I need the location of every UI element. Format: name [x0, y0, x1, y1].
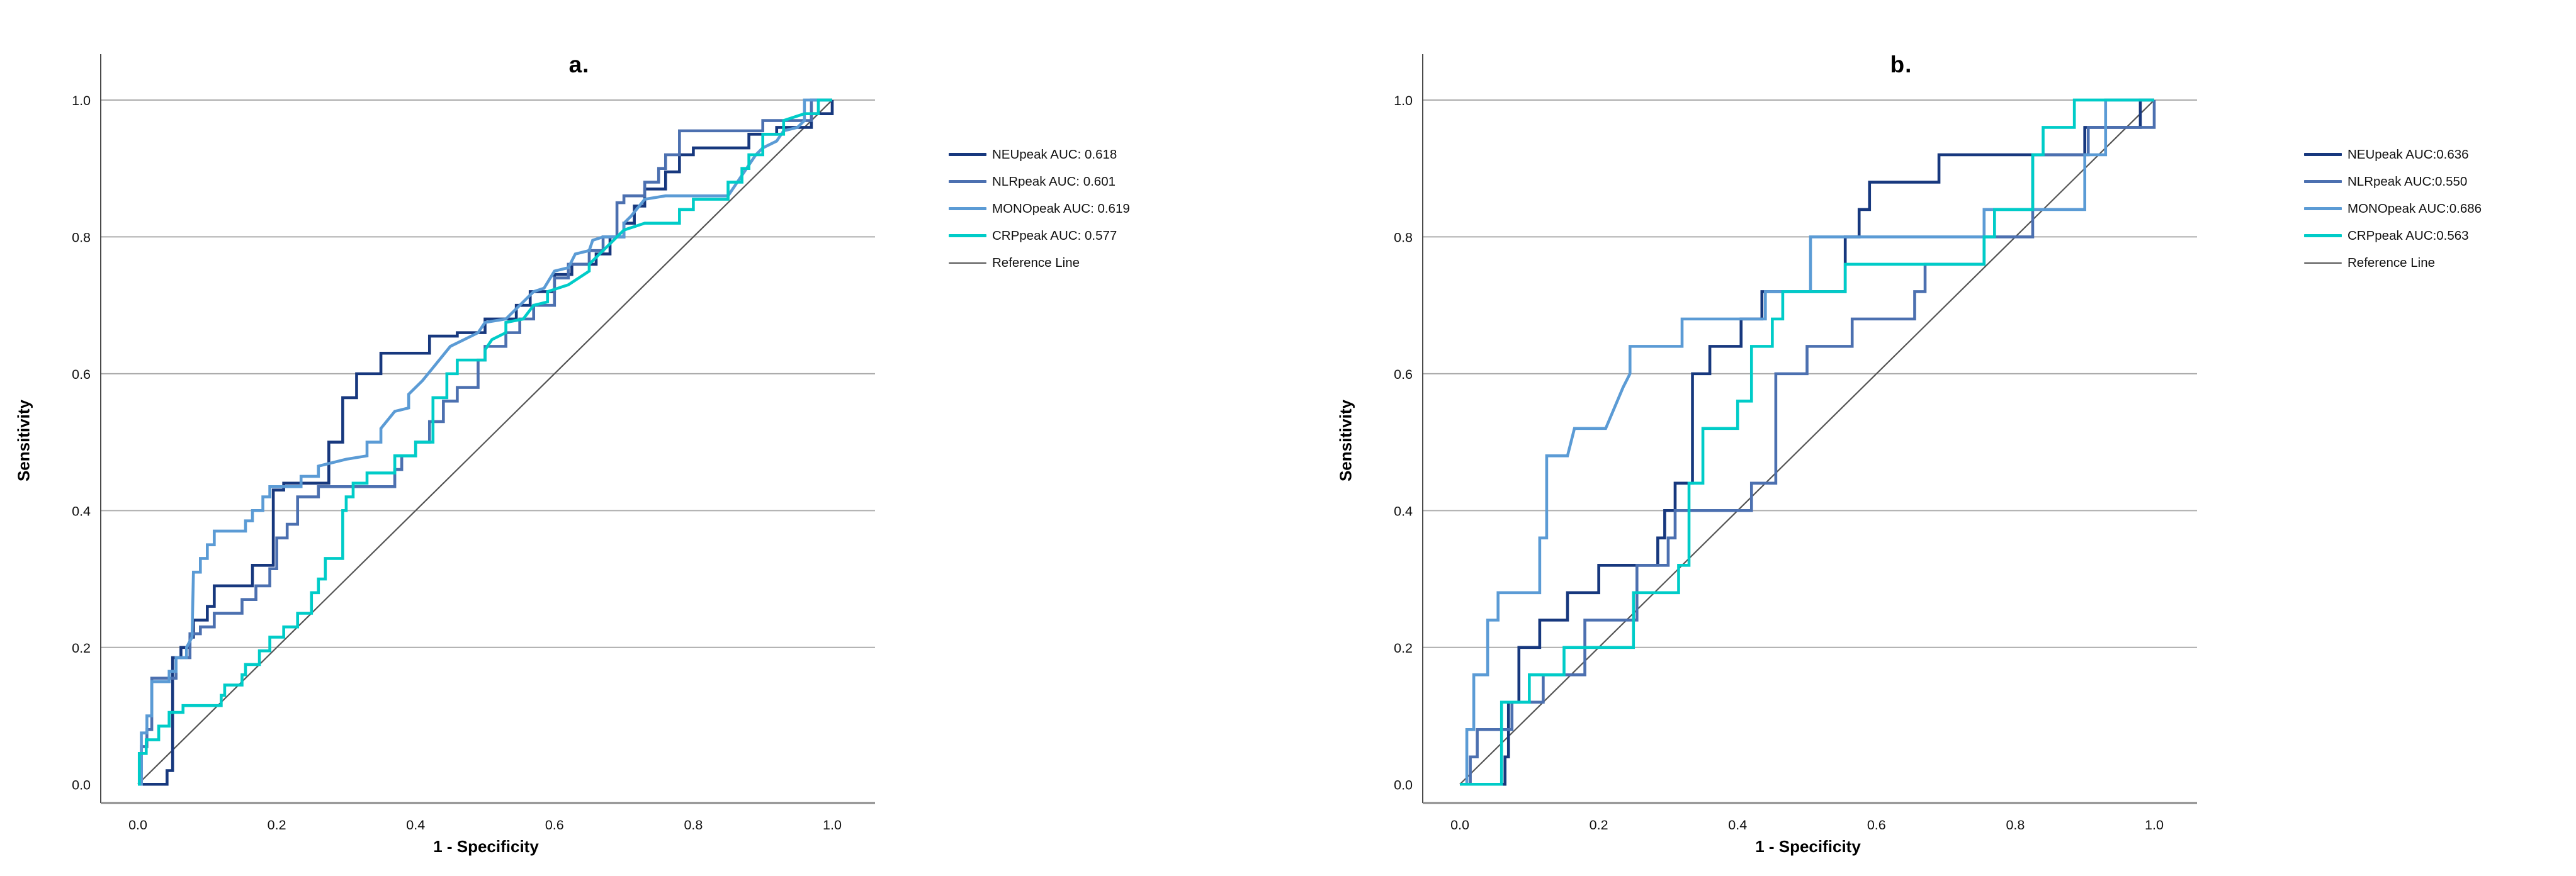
legend-item-reference-line-swatch	[949, 262, 986, 264]
y-tick-label-0.6: 0.6	[72, 367, 91, 382]
legend-item-neupeak: NEUpeak AUC: 0.618	[949, 141, 1238, 168]
x-tick-label-1.0: 1.0	[823, 817, 842, 833]
legend-item-nlrpeak-swatch	[949, 180, 986, 183]
roc-panel-a: 0.0 0.2 0.4 0.6 0.8 1.0 0.0 0.2 0.4 0.6 0.8 1.0 a. …	[0, 0, 913, 876]
x-tick-label-0.0: 0.0	[1450, 817, 1469, 833]
x-tick-label-0.2: 0.2	[1590, 817, 1608, 833]
x-tick-label-0.6: 0.6	[545, 817, 564, 833]
legend-a: NEUpeak AUC: 0.618 NLRpeak AUC: 0.601 MONO…	[949, 141, 1238, 276]
legend-item-crppeak-label: CRPpeak AUC: 0.577	[992, 228, 1117, 243]
y-tick-label-0.4: 0.4	[1394, 503, 1413, 519]
legend-item-nlrpeak-label: NLRpeak AUC:0.550	[2347, 174, 2468, 189]
x-tick-label-1.0: 1.0	[2145, 817, 2164, 833]
roc-curve-nlrpeak	[138, 98, 832, 786]
y-tick-label-0.6: 0.6	[1394, 367, 1413, 382]
y-tick-label-0.8: 0.8	[1394, 230, 1413, 245]
x-tick-label-0.8: 0.8	[684, 817, 703, 833]
roc-curve-monopeak	[1460, 98, 2154, 786]
legend-item-reference-line: Reference Line	[949, 249, 1238, 276]
y-axis-title-b: Sensitivity	[1336, 399, 1355, 482]
y-tick-label-0.8: 0.8	[72, 230, 91, 245]
legend-item-nlrpeak: NLRpeak AUC: 0.601	[949, 168, 1238, 195]
legend-item-crppeak-swatch	[949, 234, 986, 237]
roc-curve-crppeak	[1460, 98, 2154, 786]
legend-item-reference-line-swatch	[2304, 262, 2342, 264]
roc-plot-b: 0.0 0.2 0.4 0.6 0.8 1.0 0.0 0.2 0.4 0.6 0.8 1.0	[1394, 54, 2197, 833]
y-tick-label-0.4: 0.4	[72, 503, 91, 519]
reference-line	[1459, 99, 2155, 785]
legend-item-crppeak-label: CRPpeak AUC:0.563	[2347, 228, 2469, 243]
legend-item-nlrpeak-swatch	[2304, 180, 2342, 183]
legend-item-crppeak-swatch	[2304, 234, 2342, 237]
y-tick-label-1.0: 1.0	[72, 93, 91, 108]
y-tick-label-0.0: 0.0	[1394, 777, 1413, 792]
x-tick-label-0.0: 0.0	[128, 817, 147, 833]
panel-title-b: b.	[1890, 52, 1912, 77]
legend-b: NEUpeak AUC:0.636 NLRpeak AUC:0.550 MONOpe…	[2304, 141, 2576, 276]
y-tick-label-1.0: 1.0	[1394, 93, 1413, 108]
roc-panel-b: 0.0 0.2 0.4 0.6 0.8 1.0 0.0 0.2 0.4 0.6 0.8 1.0 b. …	[1322, 0, 2235, 876]
legend-item-reference-line: Reference Line	[2304, 249, 2576, 276]
legend-item-reference-line-label: Reference Line	[2347, 255, 2436, 270]
x-axis-title-a: 1 - Specificity	[433, 837, 539, 856]
legend-item-nlrpeak: NLRpeak AUC:0.550	[2304, 168, 2576, 195]
roc-curve-neupeak	[138, 99, 834, 786]
legend-item-crppeak: CRPpeak AUC: 0.577	[949, 222, 1238, 249]
x-tick-label-0.6: 0.6	[1867, 817, 1886, 833]
legend-item-monopeak-label: MONOpeak AUC:0.686	[2347, 201, 2482, 216]
legend-item-neupeak-label: NEUpeak AUC:0.636	[2347, 147, 2469, 162]
roc-curve-crppeak	[137, 98, 832, 786]
legend-item-crppeak: CRPpeak AUC:0.563	[2304, 222, 2576, 249]
reference-line	[137, 99, 833, 785]
legend-item-monopeak: MONOpeak AUC:0.686	[2304, 195, 2576, 222]
panel-title-a: a.	[568, 52, 590, 77]
legend-item-neupeak-swatch	[949, 153, 986, 156]
x-tick-label-0.4: 0.4	[406, 817, 425, 833]
x-tick-label-0.8: 0.8	[2006, 817, 2025, 833]
y-tick-label-0.2: 0.2	[72, 641, 91, 656]
legend-item-monopeak-label: MONOpeak AUC: 0.619	[992, 201, 1130, 216]
y-axis-title-a: Sensitivity	[14, 399, 33, 482]
legend-item-neupeak-swatch	[2304, 153, 2342, 156]
legend-item-nlrpeak-label: NLRpeak AUC: 0.601	[992, 174, 1116, 189]
x-tick-label-0.2: 0.2	[268, 817, 286, 833]
legend-item-reference-line-label: Reference Line	[992, 255, 1080, 270]
y-tick-label-0.0: 0.0	[72, 777, 91, 792]
legend-item-monopeak: MONOpeak AUC: 0.619	[949, 195, 1238, 222]
y-tick-label-0.2: 0.2	[1394, 641, 1413, 656]
legend-item-monopeak-swatch	[949, 207, 986, 210]
legend-item-neupeak-label: NEUpeak AUC: 0.618	[992, 147, 1117, 162]
x-tick-label-0.4: 0.4	[1728, 817, 1747, 833]
roc-curve-monopeak	[138, 98, 832, 786]
legend-item-monopeak-swatch	[2304, 207, 2342, 210]
roc-curve-neupeak	[1460, 98, 2154, 786]
x-axis-title-b: 1 - Specificity	[1755, 837, 1861, 856]
legend-item-neupeak: NEUpeak AUC:0.636	[2304, 141, 2576, 168]
roc-plot-a: 0.0 0.2 0.4 0.6 0.8 1.0 0.0 0.2 0.4 0.6 0.8 1.0	[72, 54, 875, 833]
